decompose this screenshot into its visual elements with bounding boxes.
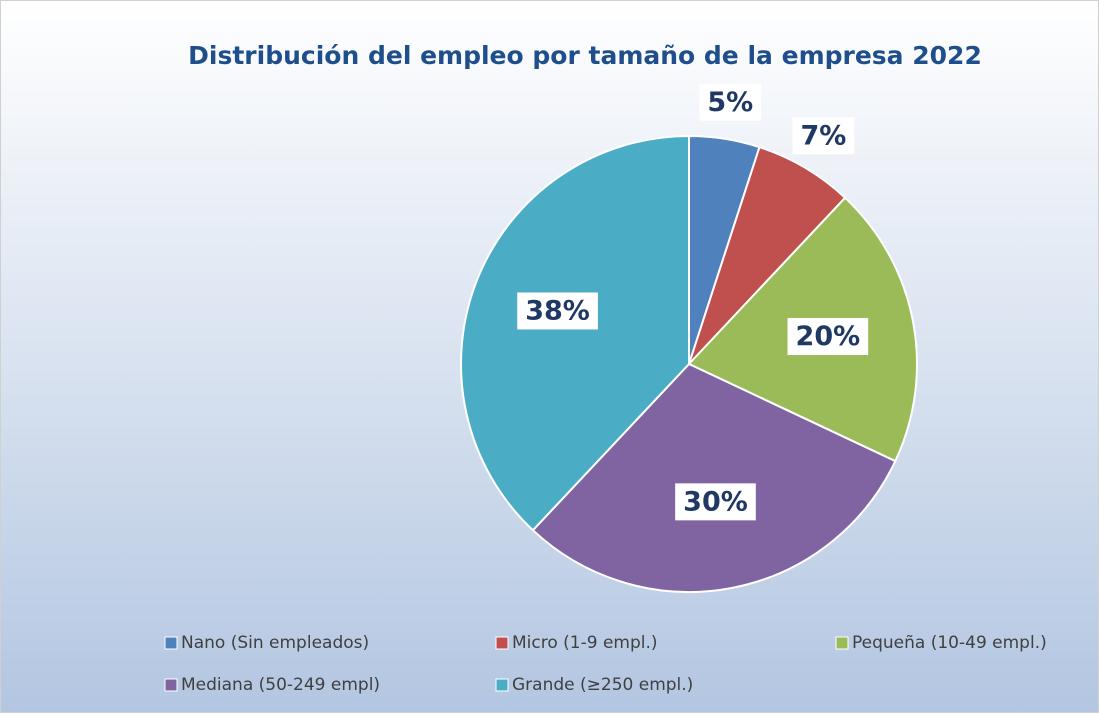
data-label-box	[675, 483, 756, 521]
data-label: 30%	[675, 483, 756, 521]
data-label-text: 20%	[796, 321, 861, 352]
data-label-box	[792, 117, 855, 155]
data-label-box	[699, 83, 762, 121]
chart-title: Distribución del empleo por tamaño de la…	[188, 41, 982, 70]
legend-label: Micro (1-9 empl.)	[512, 633, 658, 653]
data-label-text: 7%	[800, 120, 846, 151]
legend-swatch	[164, 678, 178, 692]
legend-swatch	[164, 636, 178, 650]
data-label: 38%	[517, 292, 598, 330]
data-label: 5%	[699, 83, 762, 121]
data-label-box	[787, 318, 869, 356]
legend-swatch	[495, 678, 509, 692]
data-label: 7%	[792, 117, 855, 155]
legend-label: Nano (Sin empleados)	[181, 633, 369, 653]
legend-label: Pequeña (10-49 empl.)	[852, 633, 1047, 653]
data-label-box	[517, 292, 598, 330]
pie-slice	[531, 362, 897, 594]
data-label: 20%	[787, 318, 869, 356]
legend-label: Grande (≥250 empl.)	[512, 675, 693, 695]
data-label-text: 30%	[683, 486, 748, 517]
pie-slice	[460, 134, 690, 532]
legend-swatch	[495, 636, 509, 650]
data-label-text: 5%	[707, 87, 753, 118]
legend-label: Mediana (50-249 empl)	[181, 675, 380, 695]
legend-swatch	[835, 636, 849, 650]
data-label-text: 38%	[525, 295, 590, 326]
